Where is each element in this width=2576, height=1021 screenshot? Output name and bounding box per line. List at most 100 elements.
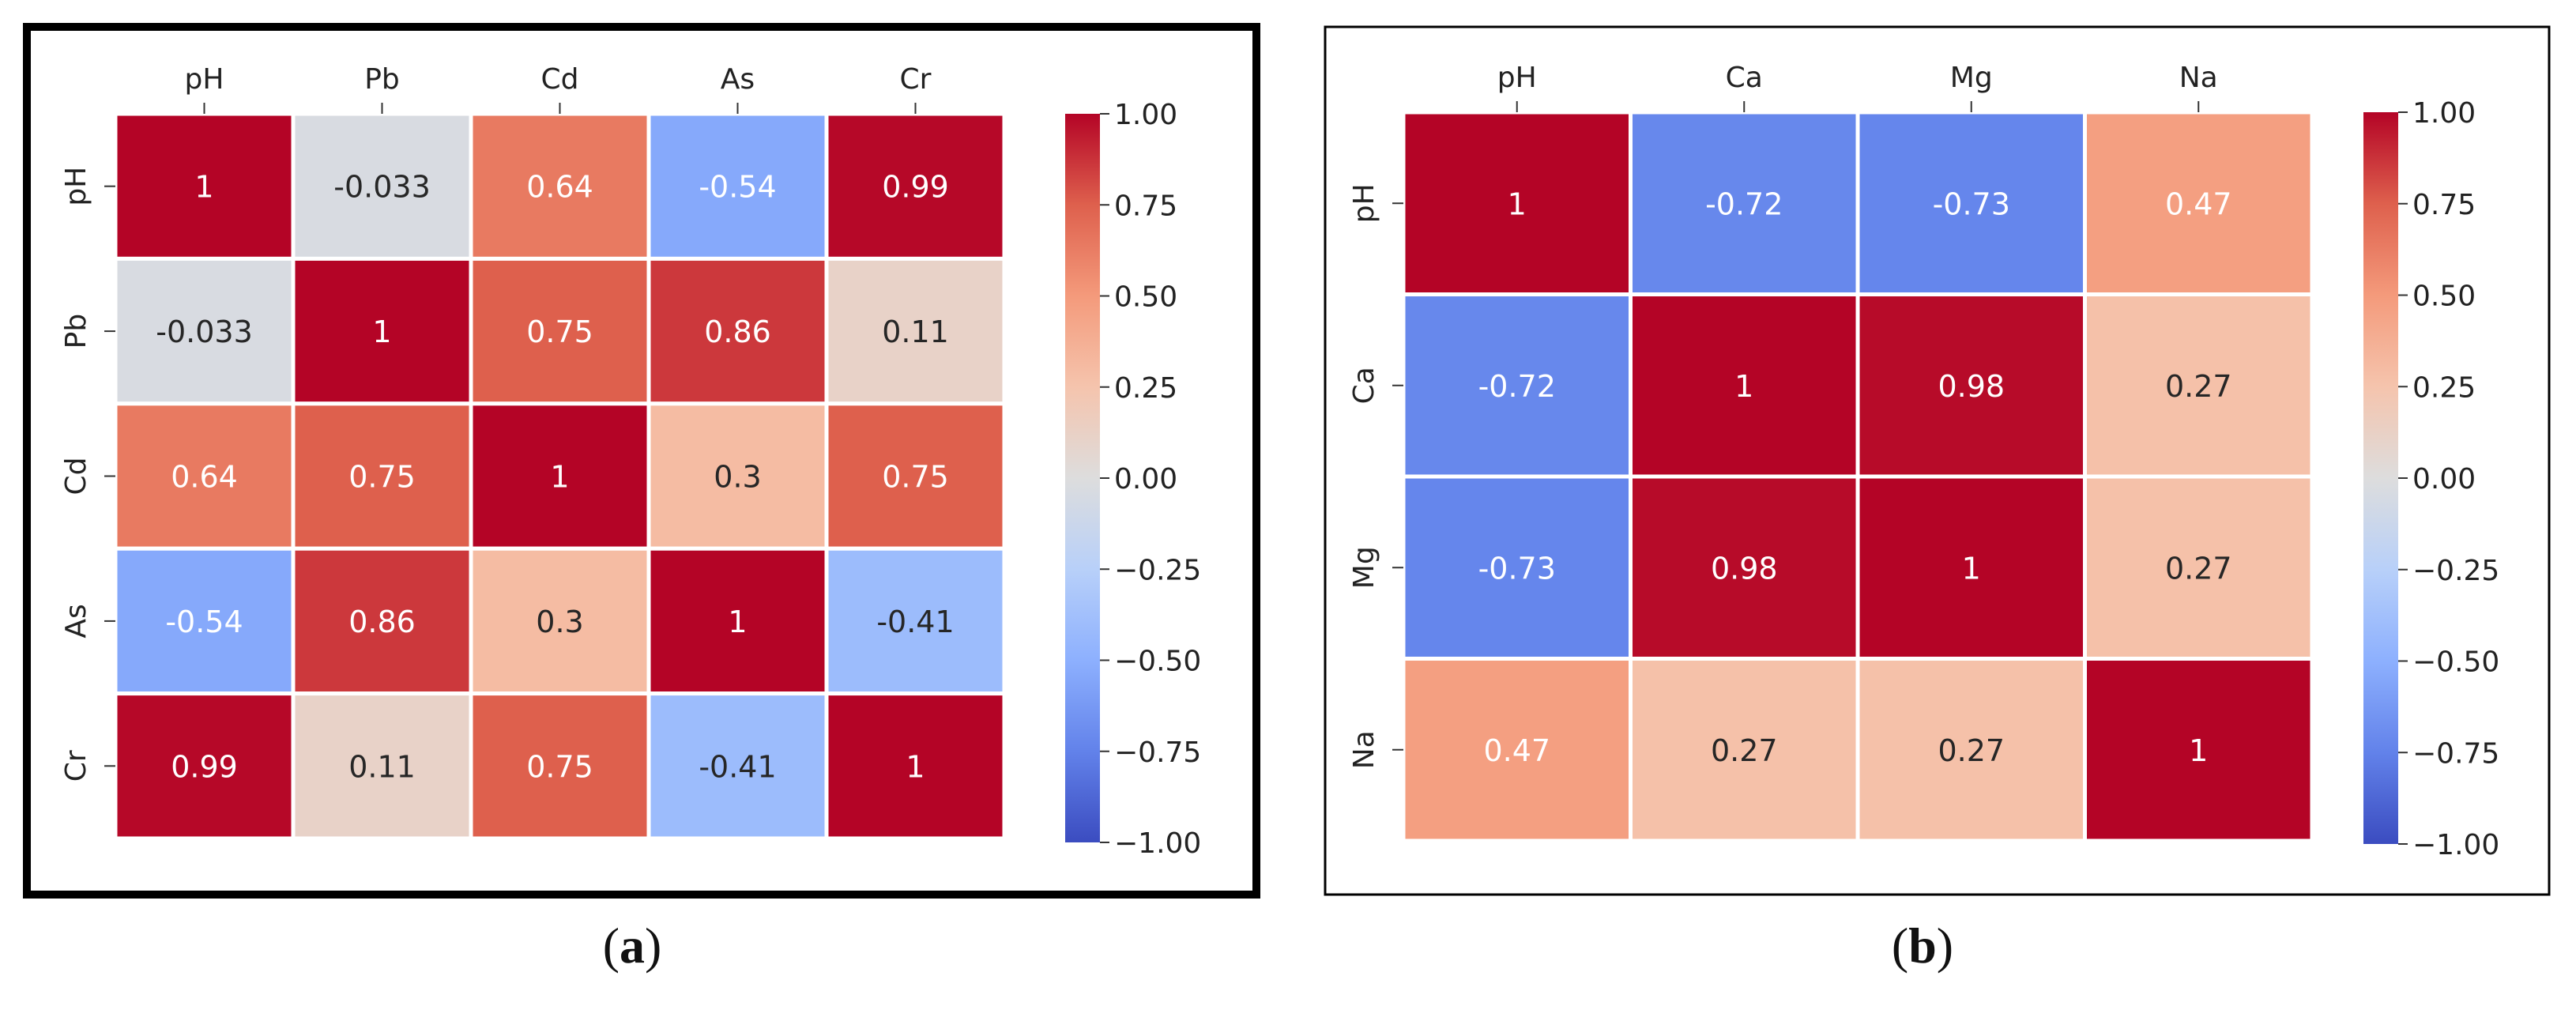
cell-label-b-2-1: 0.98 xyxy=(1711,551,1778,586)
colorbar-tick-label-b-4: 0.00 xyxy=(2412,463,2476,495)
heatmap-cell-a-4-4 xyxy=(824,691,1007,841)
cell-label-a-4-4: 1 xyxy=(906,749,925,784)
heatmap-cell-a-0-4 xyxy=(824,111,1007,261)
heatmap-cell-a-2-2 xyxy=(469,401,651,551)
caption-b-close: ) xyxy=(1936,917,1954,974)
cell-label-a-1-1: 1 xyxy=(372,315,391,349)
colorbar-tick-label-a-6: −0.50 xyxy=(1114,646,1201,678)
cell-label-b-0-0: 1 xyxy=(1508,186,1527,221)
heatmap-a: 1 -0.033 0.64 -0.54 0.99 -0.033 1 0.75 0.86 0.11 0… xyxy=(23,23,1260,899)
cell-label-a-3-0: -0.54 xyxy=(165,605,243,639)
cell-label-b-3-3: 1 xyxy=(2189,733,2208,768)
y-tick-label-b-1: Ca xyxy=(1348,367,1380,404)
cell-label-b-0-3: 0.47 xyxy=(2165,186,2232,221)
heatmap-cell-b-0-3 xyxy=(2083,110,2314,296)
cell-label-a-4-0: 0.99 xyxy=(171,749,238,784)
cell-label-a-3-1: 0.86 xyxy=(348,605,416,639)
y-tick-label-a-1: Pb xyxy=(60,314,92,349)
colorbar-tick-label-b-8: −1.00 xyxy=(2412,829,2499,861)
cell-label-b-3-2: 0.27 xyxy=(1938,733,2005,768)
cell-label-a-0-1: -0.033 xyxy=(333,170,431,205)
y-tick-label-a-2: Cd xyxy=(60,458,92,495)
heatmap-cell-a-1-1 xyxy=(291,256,473,406)
colorbar-tick-label-b-7: −0.75 xyxy=(2412,737,2499,770)
heatmap-cell-a-3-2 xyxy=(469,546,651,696)
colorbar-tick-label-b-2: 0.50 xyxy=(2412,281,2476,313)
heatmap-cell-a-4-0 xyxy=(113,691,296,841)
cell-label-a-4-3: -0.41 xyxy=(699,749,776,784)
heatmap-cell-b-3-3 xyxy=(2083,657,2314,843)
cell-label-a-1-2: 0.75 xyxy=(526,315,593,349)
colorbar-tick-label-b-0: 1.00 xyxy=(2412,97,2476,130)
cell-label-a-2-0: 0.64 xyxy=(171,460,238,495)
y-tick-label-a-3: As xyxy=(60,604,92,638)
cell-label-a-2-3: 0.3 xyxy=(714,460,761,495)
cell-label-b-1-2: 0.98 xyxy=(1938,369,2005,404)
cell-label-a-3-4: -0.41 xyxy=(876,605,954,639)
caption-b-open: ( xyxy=(1891,917,1909,974)
cell-label-b-2-3: 0.27 xyxy=(2165,551,2232,586)
y-tick-label-b-2: Mg xyxy=(1348,546,1380,589)
cell-label-b-1-1: 1 xyxy=(1734,369,1753,404)
cell-label-a-2-1: 0.75 xyxy=(348,460,416,495)
x-tick-label-a-3: As xyxy=(721,63,755,96)
cell-label-a-1-4: 0.11 xyxy=(882,315,949,349)
y-tick-label-a-0: pH xyxy=(60,167,92,206)
colorbar-a xyxy=(1065,114,1100,842)
cell-label-a-3-3: 1 xyxy=(728,605,747,639)
heatmap-cell-a-4-3 xyxy=(646,691,829,841)
cell-label-a-2-4: 0.75 xyxy=(882,460,949,495)
x-tick-label-b-3: Na xyxy=(2179,62,2218,94)
caption-b: (b) xyxy=(1843,917,2002,975)
x-tick-label-b-0: pH xyxy=(1497,62,1537,94)
colorbar-tick-label-a-2: 0.50 xyxy=(1114,281,1177,314)
cell-label-b-1-0: -0.72 xyxy=(1478,369,1556,404)
heatmap-cell-a-3-3 xyxy=(646,546,829,696)
cell-label-b-3-1: 0.27 xyxy=(1711,733,1778,768)
colorbar-tick-label-a-1: 0.75 xyxy=(1114,190,1177,222)
heatmap-cell-a-3-4 xyxy=(824,546,1007,696)
heatmap-cell-a-4-1 xyxy=(291,691,473,841)
cell-label-b-2-0: -0.73 xyxy=(1478,551,1556,586)
x-tick-label-a-4: Cr xyxy=(900,63,932,96)
heatmap-cell-a-0-0 xyxy=(113,111,296,261)
cell-label-b-2-2: 1 xyxy=(1962,551,1981,586)
cell-label-a-0-2: 0.64 xyxy=(526,170,593,205)
x-tick-label-b-1: Ca xyxy=(1726,62,1763,94)
y-tick-label-b-3: Na xyxy=(1348,730,1380,769)
heatmap-cell-b-2-1 xyxy=(1629,474,1860,661)
cell-label-a-3-2: 0.3 xyxy=(536,605,583,639)
colorbar-tick-label-a-8: −1.00 xyxy=(1114,827,1201,860)
heatmap-cell-a-2-0 xyxy=(113,401,296,551)
caption-a-letter: a xyxy=(620,917,645,974)
cell-label-b-1-3: 0.27 xyxy=(2165,369,2232,404)
colorbar-tick-label-a-7: −0.75 xyxy=(1114,737,1201,769)
cell-label-a-0-3: -0.54 xyxy=(699,170,776,205)
cell-label-a-1-3: 0.86 xyxy=(704,315,771,349)
cell-label-a-4-2: 0.75 xyxy=(526,749,593,784)
heatmap-cell-b-3-2 xyxy=(1855,657,2087,843)
heatmap-cell-b-1-3 xyxy=(2083,292,2314,479)
y-tick-label-a-4: Cr xyxy=(60,750,92,782)
cell-label-b-3-0: 0.47 xyxy=(1483,733,1550,768)
heatmap-cell-b-0-0 xyxy=(1401,110,1633,296)
y-tick-label-b-0: pH xyxy=(1348,183,1380,223)
cell-label-b-0-1: -0.72 xyxy=(1705,186,1783,221)
caption-a-close: ) xyxy=(645,917,662,974)
colorbar-tick-label-b-6: −0.50 xyxy=(2412,646,2499,679)
colorbar-tick-label-a-0: 1.00 xyxy=(1114,99,1177,131)
heatmap-cell-b-1-2 xyxy=(1855,292,2087,479)
heatmap-cell-b-2-3 xyxy=(2083,474,2314,661)
heatmap-cell-b-0-1 xyxy=(1629,110,1860,296)
cell-label-a-0-0: 1 xyxy=(194,170,213,205)
caption-b-letter: b xyxy=(1908,917,1937,974)
heatmap-cell-b-3-0 xyxy=(1401,657,1633,843)
colorbar-tick-label-b-1: 0.75 xyxy=(2412,189,2476,221)
cell-label-a-0-4: 0.99 xyxy=(882,170,949,205)
heatmap-cell-b-1-1 xyxy=(1629,292,1860,479)
heatmap-cell-a-3-1 xyxy=(291,546,473,696)
colorbar-tick-label-b-3: 0.25 xyxy=(2412,371,2476,404)
caption-a: (a) xyxy=(553,917,711,975)
caption-a-open: ( xyxy=(602,917,620,974)
